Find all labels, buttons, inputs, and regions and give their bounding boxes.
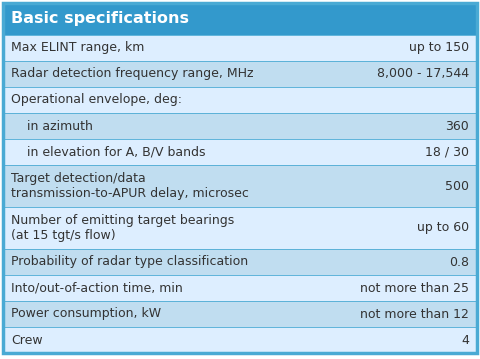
Text: 0.8: 0.8 [449, 256, 469, 269]
Text: Operational envelope, deg:: Operational envelope, deg: [11, 93, 182, 107]
Text: Crew: Crew [11, 334, 43, 346]
Text: Power consumption, kW: Power consumption, kW [11, 308, 161, 321]
Text: Basic specifications: Basic specifications [11, 11, 189, 27]
Text: up to 60: up to 60 [417, 222, 469, 234]
Text: Probability of radar type classification: Probability of radar type classification [11, 256, 248, 269]
Bar [3, 87, 477, 113]
Text: Radar detection frequency range, MHz: Radar detection frequency range, MHz [11, 67, 253, 80]
Bar [3, 249, 477, 275]
Text: not more than 25: not more than 25 [360, 281, 469, 294]
Text: Target detection/data
transmission-to-APUR delay, microsec: Target detection/data transmission-to-AP… [11, 172, 249, 200]
Bar [3, 275, 477, 301]
Bar [3, 61, 477, 87]
Text: 8,000 - 17,544: 8,000 - 17,544 [377, 67, 469, 80]
Text: in elevation for A, B/V bands: in elevation for A, B/V bands [11, 145, 205, 159]
Bar [3, 327, 477, 353]
Text: 4: 4 [461, 334, 469, 346]
Text: Max ELINT range, km: Max ELINT range, km [11, 42, 144, 55]
Bar [3, 139, 477, 165]
Text: up to 150: up to 150 [409, 42, 469, 55]
Text: 500: 500 [445, 180, 469, 192]
Bar [3, 35, 477, 61]
Text: in azimuth: in azimuth [11, 120, 93, 132]
Text: Into/out-of-action time, min: Into/out-of-action time, min [11, 281, 183, 294]
Bar [3, 3, 477, 35]
Text: 360: 360 [445, 120, 469, 132]
Text: not more than 12: not more than 12 [360, 308, 469, 321]
Bar [3, 207, 477, 249]
Bar [3, 165, 477, 207]
Bar [3, 113, 477, 139]
Text: 18 / 30: 18 / 30 [425, 145, 469, 159]
Text: Number of emitting target bearings
(at 15 tgt/s flow): Number of emitting target bearings (at 1… [11, 214, 234, 242]
Bar [3, 301, 477, 327]
